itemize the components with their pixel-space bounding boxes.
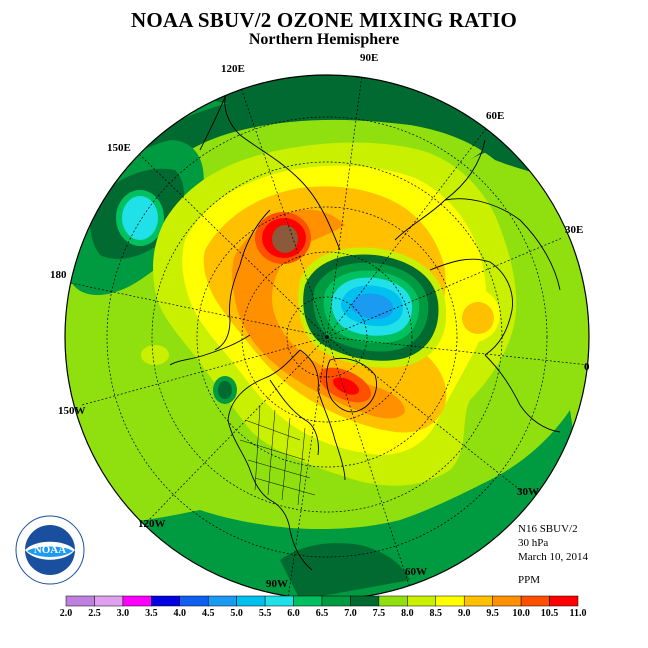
colorbar-tick-label: 5.0	[230, 608, 243, 619]
ozone-field	[65, 75, 589, 599]
contour-4-5-vortex	[351, 293, 394, 319]
colorbar-tick-label: 2.0	[59, 608, 73, 619]
colorbar-tick-label: 3.0	[116, 608, 130, 619]
colorbar-swatch	[293, 595, 323, 607]
pressure-level-label: 30 hPa	[518, 537, 549, 549]
contour-10-5-greenland	[332, 377, 360, 395]
colorbar-swatch	[94, 595, 124, 607]
colorbar-swatch	[520, 595, 550, 607]
contour-7-0-pacific-sw	[141, 345, 169, 365]
colorbar-swatch	[407, 595, 437, 607]
colorbar-swatch	[378, 595, 408, 607]
colorbar-tick-label: 5.5	[258, 608, 272, 619]
colorbar-swatch	[435, 595, 465, 607]
date-label: March 10, 2014	[518, 551, 588, 563]
colorbar-swatch	[321, 595, 351, 607]
colorbar-swatch	[463, 595, 493, 607]
colorbar-swatch	[549, 595, 579, 607]
noaa-logo-text: NOAA	[34, 544, 66, 556]
coastlines	[169, 84, 561, 571]
contour-9-0-europe	[462, 302, 494, 334]
lon-label-120w: 120W	[138, 518, 166, 530]
contour-6-5-bering	[218, 381, 232, 399]
noaa-logo: NOAA	[15, 515, 85, 585]
lon-label-0: 0	[584, 361, 590, 373]
lon-label-90w: 90W	[266, 578, 288, 590]
colorbar-tick-label: 2.5	[88, 608, 101, 619]
units-label: PPM	[518, 574, 541, 586]
lon-label-150w: 150W	[58, 405, 86, 417]
contour-6-0-south	[280, 543, 410, 599]
instrument-label: N16 SBUV/2	[518, 523, 578, 535]
colorbar-swatch	[65, 595, 95, 607]
colorbar-tick-label: 9.5	[486, 608, 499, 619]
colorbar-swatch	[207, 595, 237, 607]
colorbar-tick-label: 10.5	[540, 608, 559, 619]
map-title: NOAA SBUV/2 OZONE MIXING RATIO	[131, 8, 517, 32]
colorbar-tick-label: 7.0	[344, 608, 357, 619]
colorbar	[65, 595, 579, 607]
colorbar-swatch	[492, 595, 522, 607]
colorbar-tick-label: 6.0	[287, 608, 300, 619]
contour-7-0-north	[65, 75, 589, 290]
contour-5-5-pacific	[122, 196, 158, 240]
colorbar-tick-label: 3.5	[145, 608, 158, 619]
colorbar-tick-label: 4.5	[201, 608, 215, 619]
political-boundaries	[239, 404, 316, 506]
colorbar-swatch	[151, 595, 181, 607]
colorbar-swatch	[236, 595, 266, 607]
colorbar-tick-label: 8.0	[401, 608, 414, 619]
lon-label-150e: 150E	[107, 142, 131, 154]
contour-11-0-asia	[272, 225, 298, 253]
lon-label-60w: 60W	[405, 566, 427, 578]
colorbar-swatch	[122, 595, 152, 607]
colorbar-tick-label: 9.0	[457, 608, 471, 619]
lon-label-90e: 90E	[360, 52, 379, 64]
colorbar-tick-label: 10.0	[512, 608, 530, 619]
colorbar-swatch	[350, 595, 380, 607]
lon-label-60e: 60E	[486, 110, 505, 122]
contour-6-5-north	[65, 75, 589, 240]
colorbar-tick-label: 11.0	[569, 608, 587, 619]
lon-label-120e: 120E	[221, 63, 245, 75]
colorbar-swatch	[264, 595, 294, 607]
lon-label-30w: 30W	[517, 486, 539, 498]
colorbar-tick-label: 4.0	[173, 608, 187, 619]
colorbar-tick-label: 6.5	[315, 608, 329, 619]
colorbar-tick-label: 7.5	[372, 608, 386, 619]
colorbar-tick-label: 8.5	[429, 608, 443, 619]
lon-label-30e: 30E	[565, 224, 584, 236]
colorbar-swatch	[179, 595, 209, 607]
map-subtitle: Northern Hemisphere	[248, 31, 400, 48]
lon-label-180: 180	[50, 269, 67, 281]
